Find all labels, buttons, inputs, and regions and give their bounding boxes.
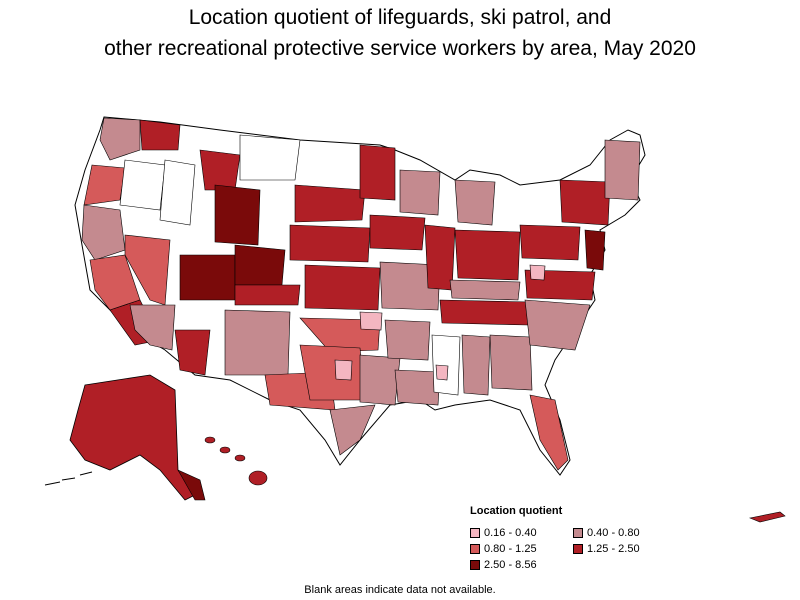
map-title: Location quotient of lifeguards, ski pat… [0,2,800,64]
legend-grid: 0.16 - 0.40 0.40 - 0.80 0.80 - 1.25 1.25… [470,526,700,571]
region-montana-west [199,149,241,191]
region-idaho [159,159,196,226]
legend-swatch [470,543,480,554]
legend-label: 1.25 - 2.50 [587,542,640,555]
region-missouri [379,261,441,311]
region-oregon-west [83,164,126,206]
legend-item-0-16-0-40: 0.16 - 0.40 [470,526,573,539]
legend-label: 0.16 - 0.40 [484,526,537,539]
region-louisiana [394,369,441,406]
region-mississippi-south [435,364,449,381]
region-georgia [489,334,533,391]
region-washington-west [99,117,141,161]
region-tennessee [439,299,531,326]
legend-label: 2.50 - 8.56 [484,558,537,571]
region-new-york [559,179,611,226]
footnote: Blank areas indicate data not available. [304,584,496,596]
legend-item-1-25-2-50: 1.25 - 2.50 [573,542,683,555]
region-michigan [454,179,496,226]
region-wyoming [214,184,261,246]
alaska-panhandle [177,469,206,501]
hawaii [204,436,268,486]
region-oklahoma-central [359,311,383,331]
region-california-north [81,204,126,261]
region-texas-central [299,344,366,401]
region-texas-east [359,354,401,406]
region-kentucky-east [529,264,546,281]
legend-swatch [573,543,583,554]
region-wisconsin [399,169,441,216]
region-utah-colorado-west [179,254,236,301]
region-arkansas [384,319,431,361]
legend-label: 0.40 - 0.80 [587,526,640,539]
legend-item-0-80-1-25: 0.80 - 1.25 [470,542,573,555]
region-washington-east [139,119,181,151]
region-new-england [604,139,641,201]
region-colorado-south [234,284,301,306]
region-nebraska [289,224,371,263]
region-pennsylvania [519,224,581,261]
legend-label: 0.80 - 1.25 [484,542,537,555]
region-texas-gulf [329,404,376,456]
region-oregon-central [119,159,166,211]
region-minnesota [359,144,396,201]
legend-swatch [470,527,480,538]
region-kansas [304,264,381,311]
title-line-2: other recreational protective service wo… [104,37,696,60]
region-new-jersey-delaware [584,229,606,271]
region-alabama [461,334,491,396]
legend: Location quotient 0.16 - 0.40 0.40 - 0.8… [470,505,700,571]
legend-title: Location quotient [470,505,563,517]
region-north-dakota [294,184,366,223]
region-iowa [369,214,426,251]
alaska [69,374,196,501]
puerto-rico [748,511,786,523]
region-florida [529,394,569,471]
region-arkansas-east [334,359,353,381]
region-mississippi [431,334,461,396]
title-line-1: Location quotient of lifeguards, ski pat… [188,6,612,29]
legend-swatch [470,559,480,570]
region-carolinas [524,299,591,351]
region-kentucky [449,279,521,301]
legend-item-2-50-8-56: 2.50 - 8.56 [470,558,573,571]
legend-swatch [573,527,583,538]
aleutian-islands [44,471,93,486]
region-oklahoma [299,317,381,353]
region-arizona [129,304,176,351]
legend-item-0-40-0-80: 0.40 - 0.80 [573,526,683,539]
region-nevada [124,234,171,306]
region-indiana-ohio [454,229,521,281]
map-regions [81,117,641,471]
region-new-mexico [224,309,291,376]
region-colorado-east [234,244,286,286]
region-montana-east [239,134,301,181]
region-arizona-south [174,329,211,376]
